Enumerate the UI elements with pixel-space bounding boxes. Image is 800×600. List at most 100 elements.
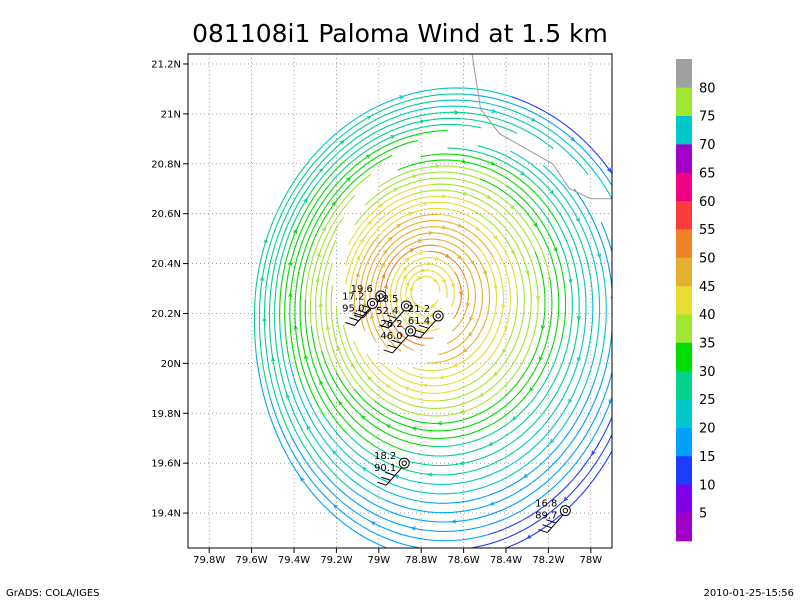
y-tick-label-6: 20.6N	[151, 209, 181, 220]
streamline-arrow-98-1	[463, 191, 469, 196]
streamline-arrow-56-1	[380, 261, 385, 267]
observations: 19.617.295.0 18.552.4 21.261.4 26.246.0 18.2…	[342, 284, 571, 534]
streamline-arrow-20-3	[420, 268, 426, 273]
streamline-50-4	[438, 300, 483, 356]
streamline-arrow-104-1	[486, 194, 492, 199]
x-axis: 79.8W 79.6W 79.4W 79.2W 79W 78.8W 78.6W 78.4W 78…	[193, 548, 602, 566]
obs-marker-inner-3	[435, 313, 441, 319]
streamline-arrow-62-2	[441, 225, 447, 230]
streamline-arrow-110-3	[411, 426, 417, 431]
streamline-arrow-26-4	[450, 283, 455, 289]
streamline-arrow-92-1	[441, 194, 447, 199]
streamline-arrow-182-3	[339, 140, 345, 145]
streamline-arrow-80-0	[355, 272, 360, 278]
obs-label-top-1: 17.2	[342, 291, 364, 302]
coastline	[471, 54, 612, 200]
streamline-arrow-134-4	[321, 226, 326, 232]
colorbar-swatch-11	[676, 200, 692, 230]
streamline-110-3	[353, 388, 486, 432]
obs-label-top-5: 18.2	[374, 451, 396, 462]
streamline-arrow-104-4	[336, 345, 342, 351]
streamline-arrow-80-1	[408, 211, 414, 217]
obs-barb-flag-3-1	[415, 329, 425, 334]
streamline-arrow-74-0	[357, 287, 363, 293]
streamline-20-4	[435, 272, 448, 299]
streamline-arrow-116-4	[318, 302, 323, 308]
colorbar-swatch-13	[676, 144, 692, 173]
colorbar-swatch-2	[676, 455, 692, 485]
streamline-arrow-152-3	[288, 292, 293, 298]
streamline-arrow-50-4	[467, 332, 473, 338]
streamline-116-0	[364, 171, 481, 206]
y-tick-label-9: 21.2N	[151, 59, 181, 70]
streamline-arrow-104-3	[436, 421, 442, 426]
obs-barb-flag-1-0	[345, 322, 355, 326]
streamline-arrow-188-3	[366, 115, 372, 120]
streamline-arrow-32-1	[394, 298, 399, 304]
streamline-arrow-176-4	[491, 108, 497, 114]
streamline-182-3	[285, 101, 432, 217]
streamline-arrow-32-0	[417, 328, 423, 333]
streamline-14-3	[415, 275, 430, 282]
streamline-arrow-38-1	[388, 292, 393, 297]
streamline-arrow-152-2	[361, 467, 367, 472]
obs-barb-flag-2-0	[379, 324, 389, 329]
streamline-86-4	[353, 340, 441, 402]
streamline-arrow-170-3	[303, 197, 308, 203]
streamline-arrow-182-4	[530, 117, 537, 122]
streamline-arrow-176-1	[410, 526, 416, 531]
streamline-arrow-152-0	[575, 217, 580, 223]
streamline-arrow-44-3	[457, 254, 462, 260]
streamline-arrow-176-2	[271, 356, 276, 362]
streamline-arrow-44-1	[383, 283, 388, 289]
streamline-146-2	[323, 414, 491, 485]
colorbar-label-9: 50	[699, 251, 716, 266]
colorbar-label-11: 60	[699, 195, 716, 210]
streamline-arrow-110-2	[539, 356, 544, 362]
streamline-arrow-152-1	[549, 438, 555, 444]
obs-barb-staff-4	[392, 334, 409, 354]
obs-barb-staff-3	[419, 319, 437, 339]
y-axis: 19.4N 19.6N 19.8N 20N 20.2N 20.4N 20.6N 20.8N 21…	[151, 59, 188, 520]
streamlines	[253, 87, 618, 548]
streamline-arrow-110-0	[393, 188, 399, 193]
obs-label-top-6: 16.8	[535, 499, 557, 510]
streamline-arrow-164-2	[306, 425, 311, 430]
streamline-arrow-68-3	[501, 304, 506, 310]
streamline-arrow-44-2	[409, 248, 415, 253]
obs-marker-outer-0	[375, 290, 387, 302]
streamline-arrow-146-3	[293, 324, 298, 330]
streamline-arrow-44-0	[399, 332, 404, 338]
obs-barb-flag-6-0	[538, 529, 548, 534]
x-tick-label-6: 78.6W	[448, 555, 480, 566]
streamline-128-1	[532, 200, 573, 380]
streamline-arrow-134-0	[490, 161, 496, 166]
colorbar-label-10: 55	[699, 223, 716, 238]
streamline-arrow-32-3	[434, 256, 440, 261]
streamline-arrow-92-0	[359, 237, 365, 243]
streamline-arrow-122-2	[511, 416, 517, 421]
streamline-arrow-44-4	[469, 316, 474, 322]
streamline-arrow-98-4	[351, 362, 356, 368]
colorbar-swatch-8	[676, 285, 692, 315]
streamline-arrow-188-4	[570, 136, 576, 142]
streamline-arrow-128-2	[488, 441, 494, 446]
colorbar-label-4: 25	[699, 393, 716, 408]
streamline-176-1	[316, 464, 527, 532]
streamline-arrow-140-4	[331, 201, 336, 207]
obs-barb-flag-5-1	[381, 476, 391, 481]
streamline-arrow-38-3	[445, 253, 451, 258]
streamline-arrow-74-3	[504, 325, 509, 331]
streamline-arrow-86-2	[510, 249, 515, 255]
streamline-arrow-164-0	[610, 296, 612, 300]
streamline-arrow-170-0	[615, 347, 618, 351]
x-tick-label-7: 78.4W	[490, 555, 522, 566]
obs-label-bottom-5: 90.1	[374, 463, 396, 474]
streamline-arrow-194-4	[606, 167, 612, 173]
streamline-arrow-38-4	[465, 302, 470, 308]
obs-label-bottom-3: 61.4	[408, 316, 430, 327]
streamline-arrow-98-0	[367, 220, 372, 226]
obs-marker-inner-6	[562, 507, 569, 514]
streamline-110-4	[325, 262, 355, 390]
